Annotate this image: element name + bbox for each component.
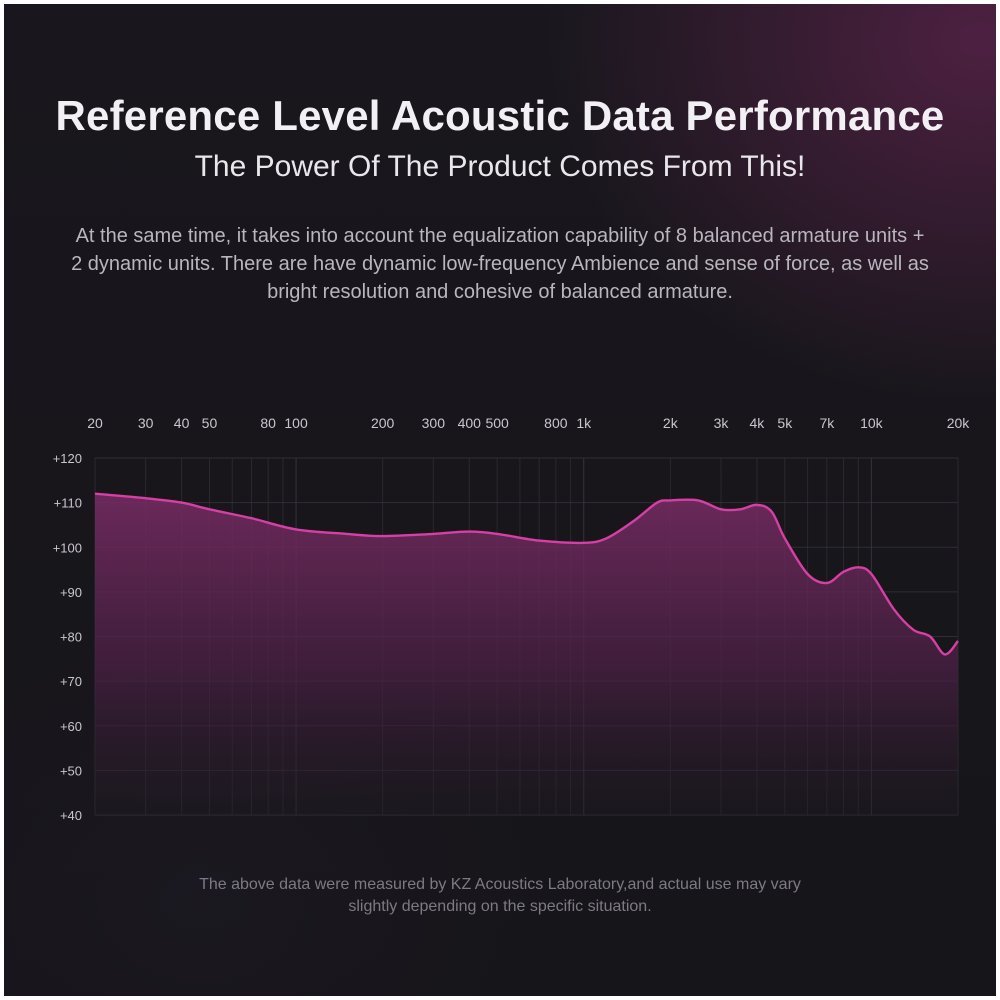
x-tick-label: 500 (485, 415, 509, 431)
footnote-text: The above data were measured by KZ Acous… (199, 876, 801, 915)
x-tick-label: 20k (947, 415, 971, 431)
x-tick-label: 100 (284, 415, 308, 431)
y-tick-label: +70 (60, 674, 82, 689)
x-tick-label: 3k (714, 415, 730, 431)
y-tick-label: +110 (54, 496, 82, 511)
y-tick-label: +80 (60, 630, 82, 645)
x-tick-label: 40 (174, 415, 190, 431)
x-tick-label: 200 (371, 415, 395, 431)
x-tick-label: 300 (422, 415, 446, 431)
x-tick-label: 7k (819, 415, 835, 431)
x-tick-label: 20 (87, 415, 103, 431)
y-tick-label: +100 (53, 540, 82, 555)
response-line (94, 492, 959, 656)
y-axis-ticks: +120 +110 +100 +90 +80 +70 +60 +50 +40 (53, 451, 82, 823)
x-tick-label: 5k (777, 415, 793, 431)
y-tick-label: +60 (60, 719, 82, 734)
x-tick-label: 2k (663, 415, 679, 431)
y-tick-label: +120 (53, 451, 82, 466)
x-tick-label: 400 (458, 415, 482, 431)
response-area (95, 493, 958, 815)
y-tick-label: +40 (60, 808, 82, 823)
x-tick-label: 30 (138, 415, 154, 431)
x-tick-label: 4k (750, 415, 766, 431)
x-axis-ticks: 20 30 40 50 80 100 200 300 400 500 800 1k 2k 3k 4k 5k 7k… (87, 415, 970, 431)
page-title: Reference Level Acoustic Data Performanc… (55, 92, 945, 139)
x-tick-label: 800 (544, 415, 568, 431)
page-subtitle: The Power Of The Product Comes From This… (194, 150, 806, 183)
x-tick-label: 1k (576, 415, 592, 431)
y-tick-label: +90 (60, 585, 82, 600)
x-tick-label: 50 (202, 415, 218, 431)
x-tick-label: 10k (860, 415, 884, 431)
description-text: At the same time, it takes into account … (71, 225, 929, 303)
x-tick-label: 80 (260, 415, 276, 431)
y-tick-label: +50 (60, 763, 82, 778)
